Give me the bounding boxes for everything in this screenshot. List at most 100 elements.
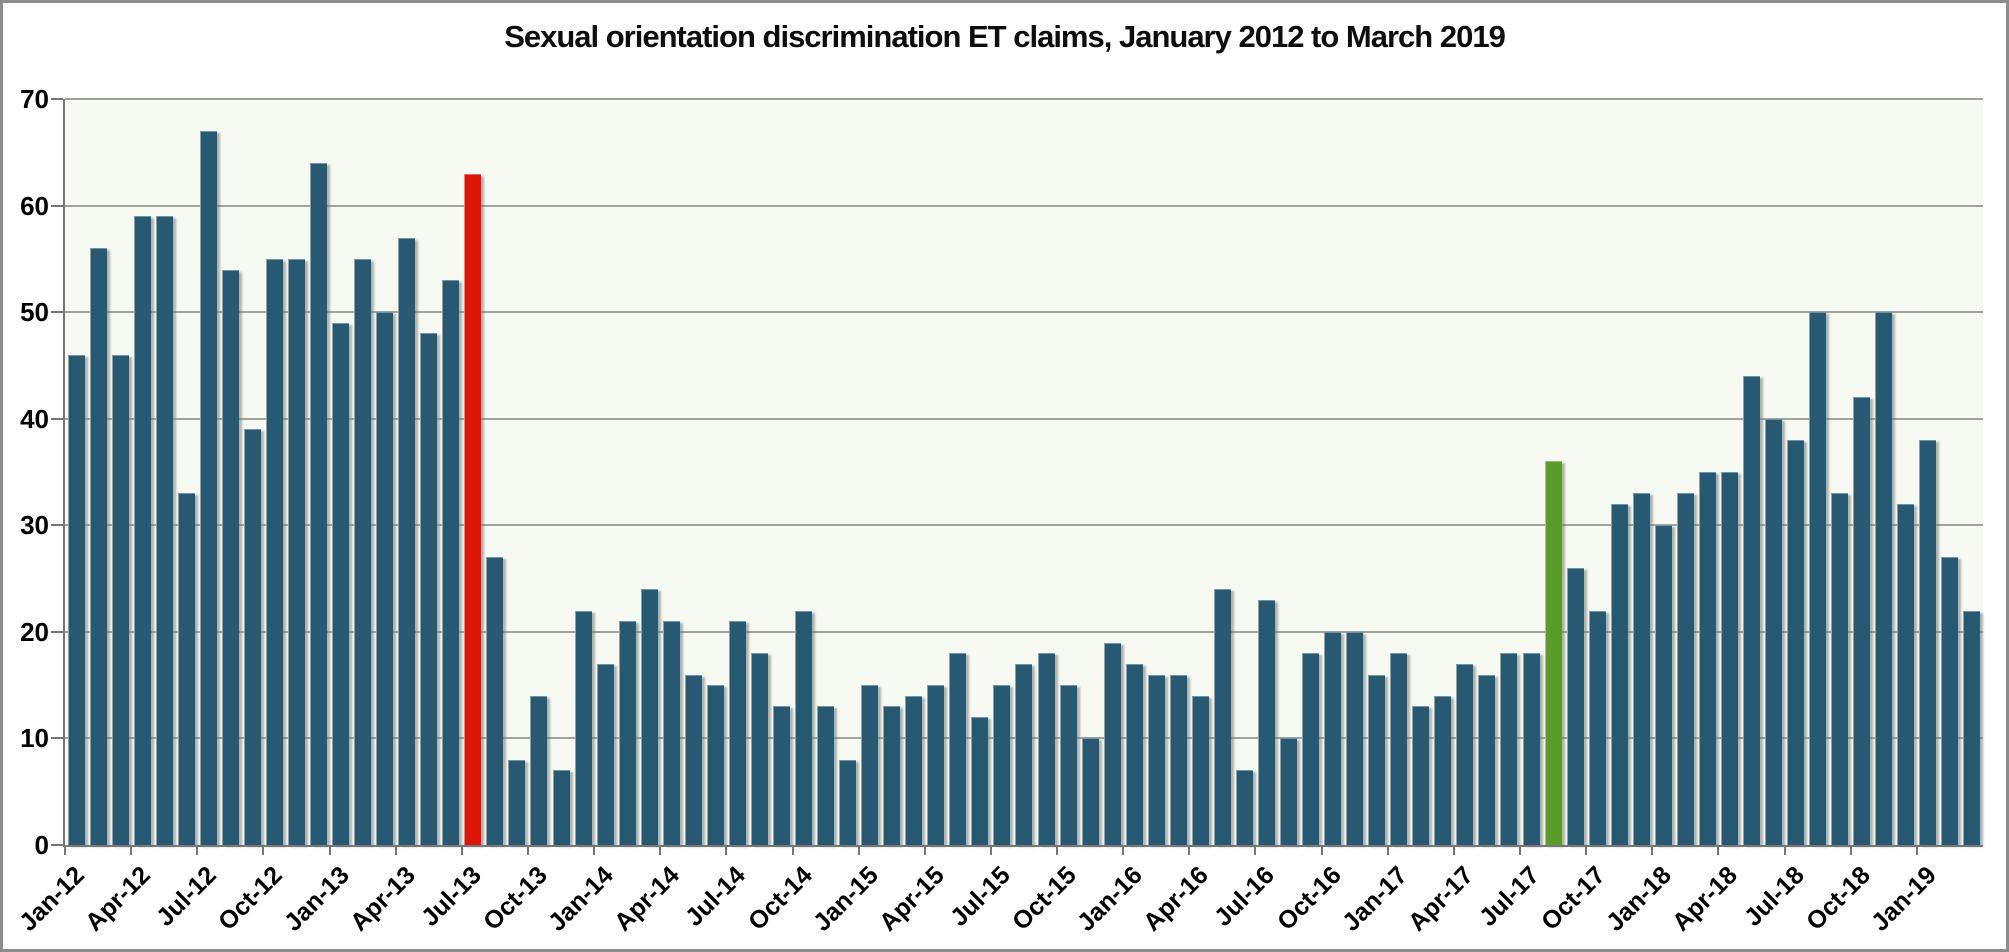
bar-Oct-16 [1324,631,1342,845]
bar-Jul-13 [464,173,482,845]
bar-Jul-18 [1787,440,1805,845]
x-axis-tick-mark [1452,845,1455,855]
bar-Jun-13 [442,280,460,845]
bar-Apr-18 [1720,472,1738,845]
x-axis-tick-mark [1188,845,1191,855]
bar-May-18 [1742,376,1760,845]
bar-Apr-15 [927,685,945,845]
bar-Oct-13 [530,695,548,845]
x-axis-tick-label: Jul-12 [151,861,223,932]
bar-Nov-13 [552,770,570,845]
gridline-y-70 [65,98,1983,100]
x-axis-tick-mark [1519,845,1522,855]
bar-Jan-19 [1919,440,1937,845]
bar-Apr-17 [1456,663,1474,845]
bar-Sep-13 [508,759,526,845]
x-axis-tick-label: Oct-16 [1271,861,1347,936]
bar-Apr-16 [1191,695,1209,845]
bar-May-17 [1478,674,1496,845]
y-axis-tick-label: 40 [20,403,49,434]
bar-Dec-14 [839,759,857,845]
bar-Aug-15 [1015,663,1033,845]
x-axis-tick-label: Jan-18 [1601,861,1678,937]
bar-Mar-17 [1434,695,1452,845]
bar-Sep-15 [1037,653,1055,845]
x-axis-tick-mark [1585,845,1588,855]
x-axis-tick-mark [1386,845,1389,855]
bar-Aug-14 [750,653,768,845]
bar-Jan-17 [1390,653,1408,845]
bar-Sep-18 [1831,493,1849,845]
x-axis-tick-label: Jan-12 [13,861,90,937]
bar-Jul-14 [728,621,746,845]
x-axis-tick-label: Oct-15 [1007,861,1082,936]
bar-Dec-17 [1632,493,1650,845]
x-axis-tick-mark [1122,845,1125,855]
bar-Aug-18 [1809,312,1827,845]
bar-Aug-13 [486,557,504,845]
x-axis-tick-mark [262,845,265,855]
bar-Feb-15 [883,706,901,845]
bar-Jun-16 [1235,770,1253,845]
bar-Dec-18 [1897,503,1915,845]
bar-May-14 [684,674,702,845]
bar-Mar-15 [905,695,923,845]
y-axis-tick-mark [51,524,63,527]
x-axis-tick-label: Jul-14 [680,861,752,932]
x-axis-tick-mark [857,845,860,855]
bar-Nov-17 [1610,503,1628,845]
gridline-y-60 [65,204,1983,207]
gridline-y-50 [65,311,1983,314]
bar-Nov-16 [1346,631,1364,845]
y-axis-tick-mark [51,311,63,314]
x-axis-tick-mark [1849,845,1852,855]
bar-Sep-12 [243,429,261,845]
bar-Feb-13 [354,258,372,845]
bar-May-16 [1213,589,1231,845]
x-axis-tick-mark [725,845,728,855]
x-axis-tick-mark [1783,845,1786,855]
x-axis-tick-mark [328,845,331,855]
bar-Aug-12 [221,269,239,845]
y-axis-tick-mark [51,98,63,100]
bar-May-15 [949,653,967,845]
x-axis-tick-mark [196,845,199,855]
x-axis-tick-mark [130,845,133,855]
bar-Mar-19 [1963,610,1981,845]
x-axis-tick-label: Jul-15 [944,861,1016,932]
bar-Sep-17 [1566,567,1584,845]
x-axis-tick-label: Apr-16 [1138,861,1215,937]
y-axis-tick-mark [51,630,63,633]
bar-Oct-14 [795,610,813,845]
bar-Feb-19 [1941,557,1959,845]
bar-Dec-16 [1368,674,1386,845]
bar-Oct-18 [1853,397,1871,845]
bar-Mar-12 [111,354,129,845]
x-axis-tick-label: Apr-15 [873,861,950,937]
bar-May-12 [155,216,173,845]
bar-Feb-14 [618,621,636,845]
x-axis-tick-mark [1651,845,1654,855]
x-axis-tick-label: Jan-19 [1865,861,1942,937]
x-axis-tick-mark [1254,845,1257,855]
x-axis-tick-mark [1056,845,1059,855]
bar-Jul-16 [1257,599,1275,845]
y-axis-tick-mark [51,417,63,420]
bar-Jan-13 [332,322,350,845]
x-axis-tick-label: Oct-17 [1536,861,1611,936]
x-axis-tick-mark [460,845,463,855]
bar-Jun-18 [1765,418,1783,845]
x-axis-tick-mark [791,845,794,855]
x-axis-tick-mark [923,845,926,855]
x-axis-tick-mark [526,845,529,855]
x-axis-tick-label: Jan-17 [1336,861,1413,937]
bar-Nov-15 [1081,738,1099,845]
y-axis-tick-label: 70 [20,84,49,114]
x-axis-tick-mark [394,845,397,855]
x-axis-tick-label: Jan-13 [278,861,355,937]
bar-Dec-13 [574,610,592,845]
x-axis-tick-label: Oct-14 [742,861,818,936]
bar-Jun-15 [971,717,989,845]
bar-Sep-16 [1302,653,1320,845]
x-axis-tick-mark [1915,845,1918,855]
